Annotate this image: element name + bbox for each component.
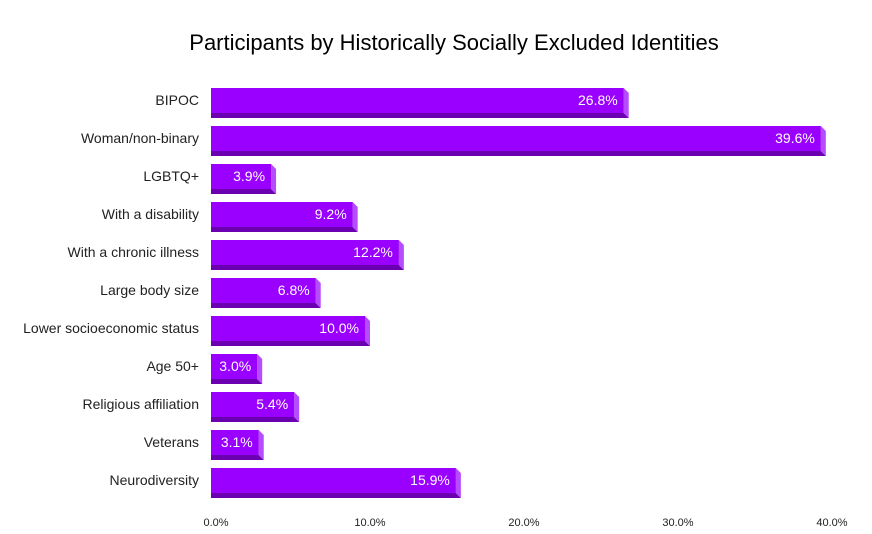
bar-side-face (455, 468, 461, 498)
category-label: Veterans (144, 434, 199, 450)
category-label: Woman/non-binary (81, 130, 199, 146)
bar (211, 316, 365, 341)
bar-bottom-face (211, 455, 264, 460)
data-label: 39.6% (775, 130, 815, 146)
bar (211, 392, 295, 417)
category-label: Lower socioeconomic status (23, 320, 199, 336)
category-label: LGBTQ+ (143, 168, 199, 184)
bar (211, 468, 456, 493)
bar-bottom-face (211, 379, 263, 384)
bar (211, 88, 624, 113)
bar-bottom-face (211, 417, 300, 422)
category-label: With a disability (102, 206, 199, 222)
category-label: Age 50+ (146, 358, 199, 374)
bar-side-face (315, 278, 321, 308)
bar-bottom-face (211, 151, 826, 156)
bar (211, 126, 821, 151)
bar-side-face (258, 430, 264, 460)
category-label: Religious affiliation (83, 396, 199, 412)
bar-side-face (398, 240, 404, 270)
data-label: 10.0% (319, 320, 359, 336)
bar (211, 164, 272, 189)
x-tick-label: 40.0% (816, 517, 847, 529)
data-label: 26.8% (578, 92, 618, 108)
bar (211, 240, 399, 265)
bar-bottom-face (211, 265, 404, 270)
data-label: 3.1% (221, 434, 253, 450)
bar (211, 430, 259, 455)
bar-bottom-face (211, 189, 277, 194)
data-label: 15.9% (410, 472, 450, 488)
data-label: 3.9% (233, 168, 265, 184)
x-tick-label: 10.0% (354, 517, 385, 529)
bar-side-face (271, 164, 277, 194)
bar-side-face (623, 88, 629, 118)
category-label: With a chronic illness (68, 244, 200, 260)
bar-side-face (820, 126, 826, 156)
data-label: 3.0% (219, 358, 251, 374)
category-label: Neurodiversity (110, 472, 199, 488)
bar-bottom-face (211, 113, 629, 118)
bar (211, 202, 353, 227)
bar-side-face (352, 202, 358, 232)
data-label: 9.2% (315, 206, 347, 222)
x-tick-label: 20.0% (508, 517, 539, 529)
bar-bottom-face (211, 227, 358, 232)
data-label: 5.4% (256, 396, 288, 412)
bar-bottom-face (211, 303, 321, 308)
bar-bottom-face (211, 341, 370, 346)
data-label: 12.2% (353, 244, 393, 260)
bar-side-face (257, 354, 263, 384)
bar (211, 354, 258, 379)
x-tick-label: 0.0% (203, 517, 228, 529)
bar-side-face (294, 392, 300, 422)
x-tick-label: 30.0% (662, 517, 693, 529)
category-label: Large body size (100, 282, 199, 298)
category-label: BIPOC (155, 92, 199, 108)
data-label: 6.8% (278, 282, 310, 298)
bar-side-face (365, 316, 370, 346)
bar-bottom-face (211, 493, 461, 498)
bar (211, 278, 316, 303)
chart-title: Participants by Historically Socially Ex… (189, 30, 719, 55)
